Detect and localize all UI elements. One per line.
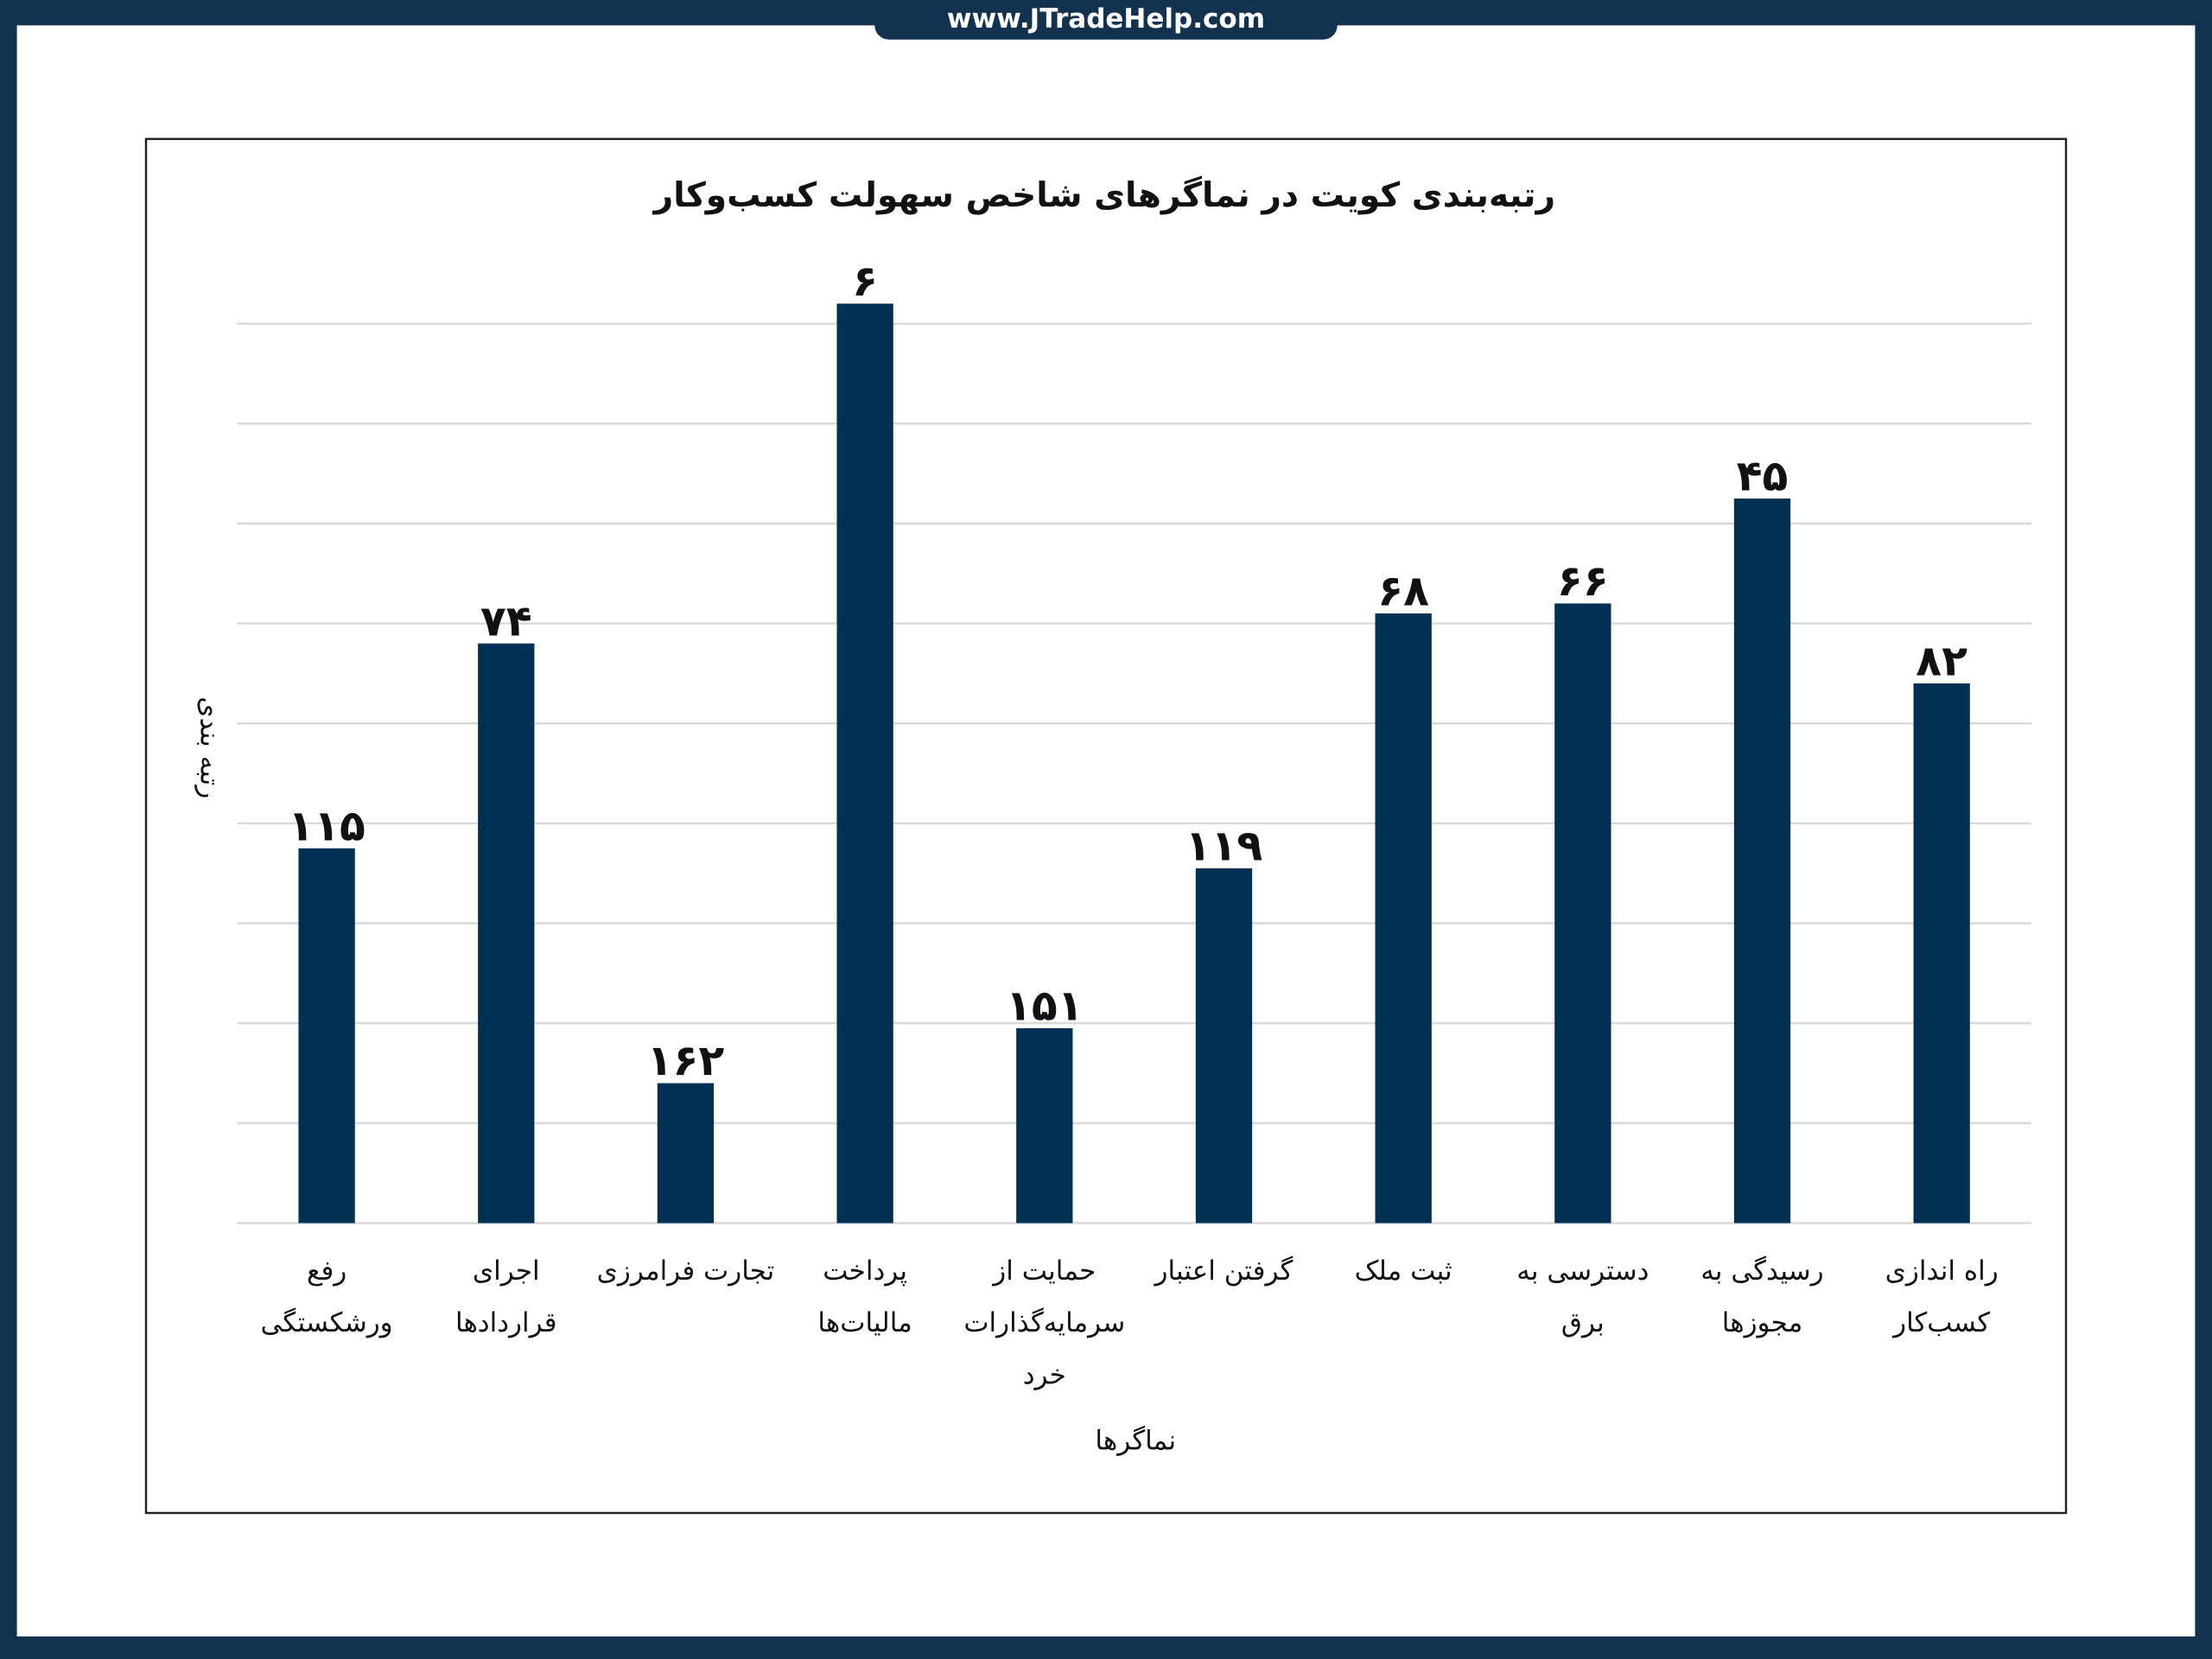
value-label: ۶۶ — [1557, 556, 1609, 606]
x-tick-label: رسیدگی به مجوزها — [1700, 1255, 1824, 1339]
bar — [1375, 613, 1432, 1224]
value-label: ۴۵ — [1737, 452, 1789, 501]
x-tick-label: تجارت فرامرزی — [596, 1255, 775, 1287]
value-label: ۱۶۲ — [647, 1036, 725, 1085]
x-tick-label: حمایت از سرمایه‌گذارات خرد — [963, 1255, 1126, 1391]
x-tick-label-box: حمایت از سرمایه‌گذارات خرد — [963, 1255, 1126, 1391]
x-tick-label: پرداخت مالیات‌ها — [817, 1255, 912, 1339]
value-label: ۱۱۵ — [288, 801, 365, 850]
x-tick-label: ثبت ملک — [1354, 1255, 1452, 1287]
x-tick-label: راه اندازی کسب‌کار — [1885, 1255, 1999, 1339]
site-url: www.JTradeHelp.com — [947, 3, 1265, 35]
bar — [657, 1083, 715, 1224]
bar — [478, 643, 535, 1224]
bar — [1195, 868, 1253, 1224]
bar — [1913, 683, 1970, 1224]
bar — [1554, 603, 1611, 1224]
x-tick-label: رفع ورشکستگی — [260, 1255, 393, 1339]
value-label: ۶۸ — [1377, 567, 1429, 616]
x-tick-label: گرفتن اعتبار — [1154, 1255, 1294, 1287]
x-tick-label-box: گرفتن اعتبار — [1154, 1255, 1294, 1287]
chart-title: رتبه‌بندی کویت در نماگرهای شاخص سهولت کس… — [652, 175, 1555, 215]
x-axis-label: نماگرها — [1095, 1426, 1176, 1457]
x-tick-label-box: رفع ورشکستگی — [260, 1255, 393, 1339]
value-label: ۷۴ — [480, 596, 532, 645]
bar — [1733, 498, 1791, 1224]
page-background — [16, 25, 2196, 1637]
x-tick-label-box: اجرای قراردادها — [454, 1255, 557, 1339]
value-label: ۶ — [852, 257, 878, 306]
y-axis-label: رتبه بندی — [194, 696, 226, 798]
value-label: ۱۵۱ — [1006, 982, 1084, 1031]
x-tick-label-box: دسترسی به برق — [1516, 1255, 1649, 1339]
value-label: ۱۱۹ — [1185, 822, 1263, 871]
value-label: ۸۲ — [1916, 637, 1967, 686]
site-tab — [874, 0, 1338, 40]
x-tick-label: اجرای قراردادها — [454, 1255, 557, 1339]
x-tick-label-box: تجارت فرامرزی — [596, 1255, 775, 1287]
bar — [836, 303, 893, 1224]
bar — [298, 848, 355, 1224]
x-tick-label: دسترسی به برق — [1516, 1255, 1649, 1339]
x-tick-label-box: رسیدگی به مجوزها — [1700, 1255, 1824, 1339]
x-tick-label-box: ثبت ملک — [1354, 1255, 1452, 1287]
x-tick-label-box: راه اندازی کسب‌کار — [1885, 1255, 1999, 1339]
bar — [1016, 1027, 1073, 1224]
x-tick-label-box: پرداخت مالیات‌ها — [817, 1255, 912, 1339]
chart-border — [144, 137, 2068, 1515]
